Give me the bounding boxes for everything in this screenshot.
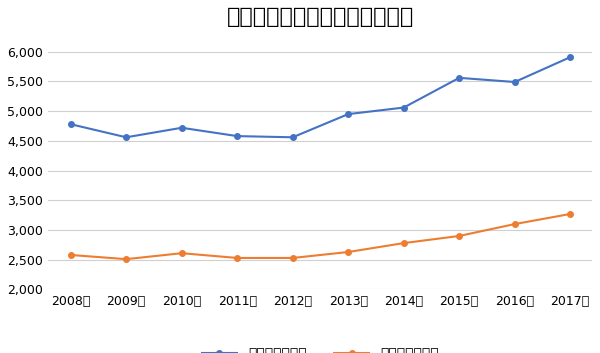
中古マンション bbox=[511, 222, 518, 226]
中古マンション bbox=[67, 253, 74, 257]
中古マンション bbox=[233, 256, 241, 260]
新築マンション bbox=[400, 106, 407, 110]
新築マンション bbox=[511, 80, 518, 84]
Line: 中古マンション: 中古マンション bbox=[68, 211, 573, 262]
新築マンション bbox=[67, 122, 74, 126]
中古マンション bbox=[344, 250, 352, 254]
Line: 新築マンション: 新築マンション bbox=[68, 54, 573, 140]
中古マンション bbox=[400, 241, 407, 245]
新築マンション bbox=[233, 134, 241, 138]
中古マンション bbox=[455, 234, 463, 238]
新築マンション bbox=[289, 135, 296, 139]
新築マンション bbox=[455, 76, 463, 80]
新築マンション bbox=[566, 55, 574, 59]
Legend: 新築マンション, 中古マンション: 新築マンション, 中古マンション bbox=[197, 342, 445, 353]
Title: 首都圏マンション平均価格推移: 首都圏マンション平均価格推移 bbox=[227, 7, 414, 27]
中古マンション bbox=[289, 256, 296, 260]
中古マンション bbox=[122, 257, 130, 261]
中古マンション bbox=[178, 251, 185, 255]
新築マンション bbox=[122, 135, 130, 139]
新築マンション bbox=[178, 126, 185, 130]
中古マンション bbox=[566, 212, 574, 216]
新築マンション bbox=[344, 112, 352, 116]
